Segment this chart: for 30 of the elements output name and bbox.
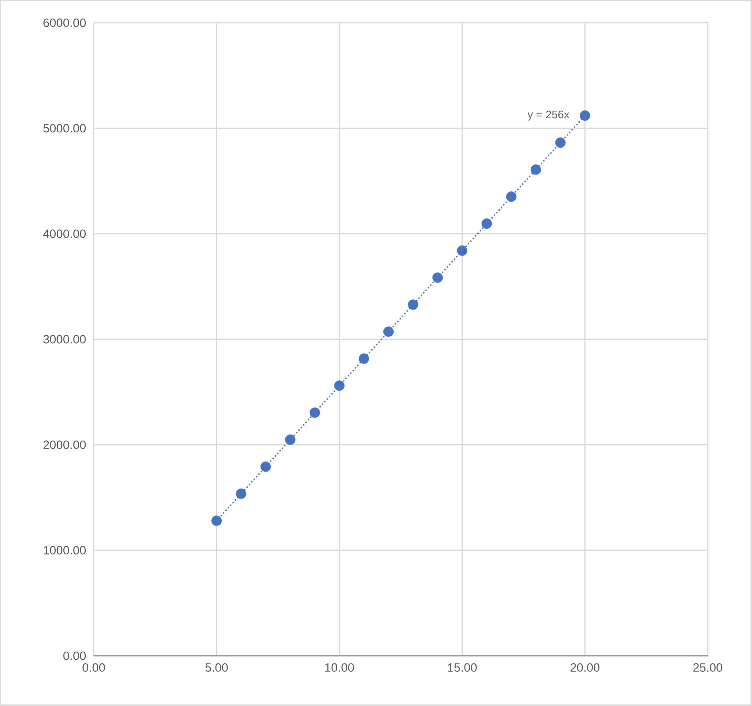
point — [310, 408, 320, 418]
x-tick-label: 15.00 — [448, 664, 477, 672]
point — [285, 434, 296, 446]
annotation: y = 256x — [528, 110, 570, 121]
point — [408, 300, 418, 310]
point — [212, 516, 222, 526]
y-tick-label: 4000.00 — [43, 230, 86, 238]
point — [432, 272, 444, 284]
point — [530, 164, 542, 176]
point — [334, 380, 345, 392]
x-tick-label: 20.00 — [570, 664, 600, 672]
point — [506, 192, 517, 202]
x-tick-label: 25.00 — [694, 664, 723, 672]
y-tick-label: 6000.00 — [44, 18, 86, 28]
y-tick-label: 0.00 — [64, 652, 86, 660]
point — [482, 218, 492, 230]
point — [236, 488, 247, 500]
y-tick-label: 1000.00 — [44, 546, 86, 555]
x-tick-label: 10.00 — [326, 664, 354, 672]
point — [555, 138, 566, 148]
point — [580, 110, 590, 122]
y-tick-label: 5000.00 — [44, 124, 86, 133]
y-tick-label: 2000.00 — [44, 440, 86, 450]
x-tick-label: 5.00 — [206, 664, 228, 672]
point — [384, 326, 394, 338]
y-tick-label: 3000.00 — [44, 335, 86, 344]
x-tick-label: 0.00 — [82, 664, 106, 672]
point — [358, 354, 370, 364]
point — [260, 462, 272, 472]
point — [457, 246, 468, 256]
